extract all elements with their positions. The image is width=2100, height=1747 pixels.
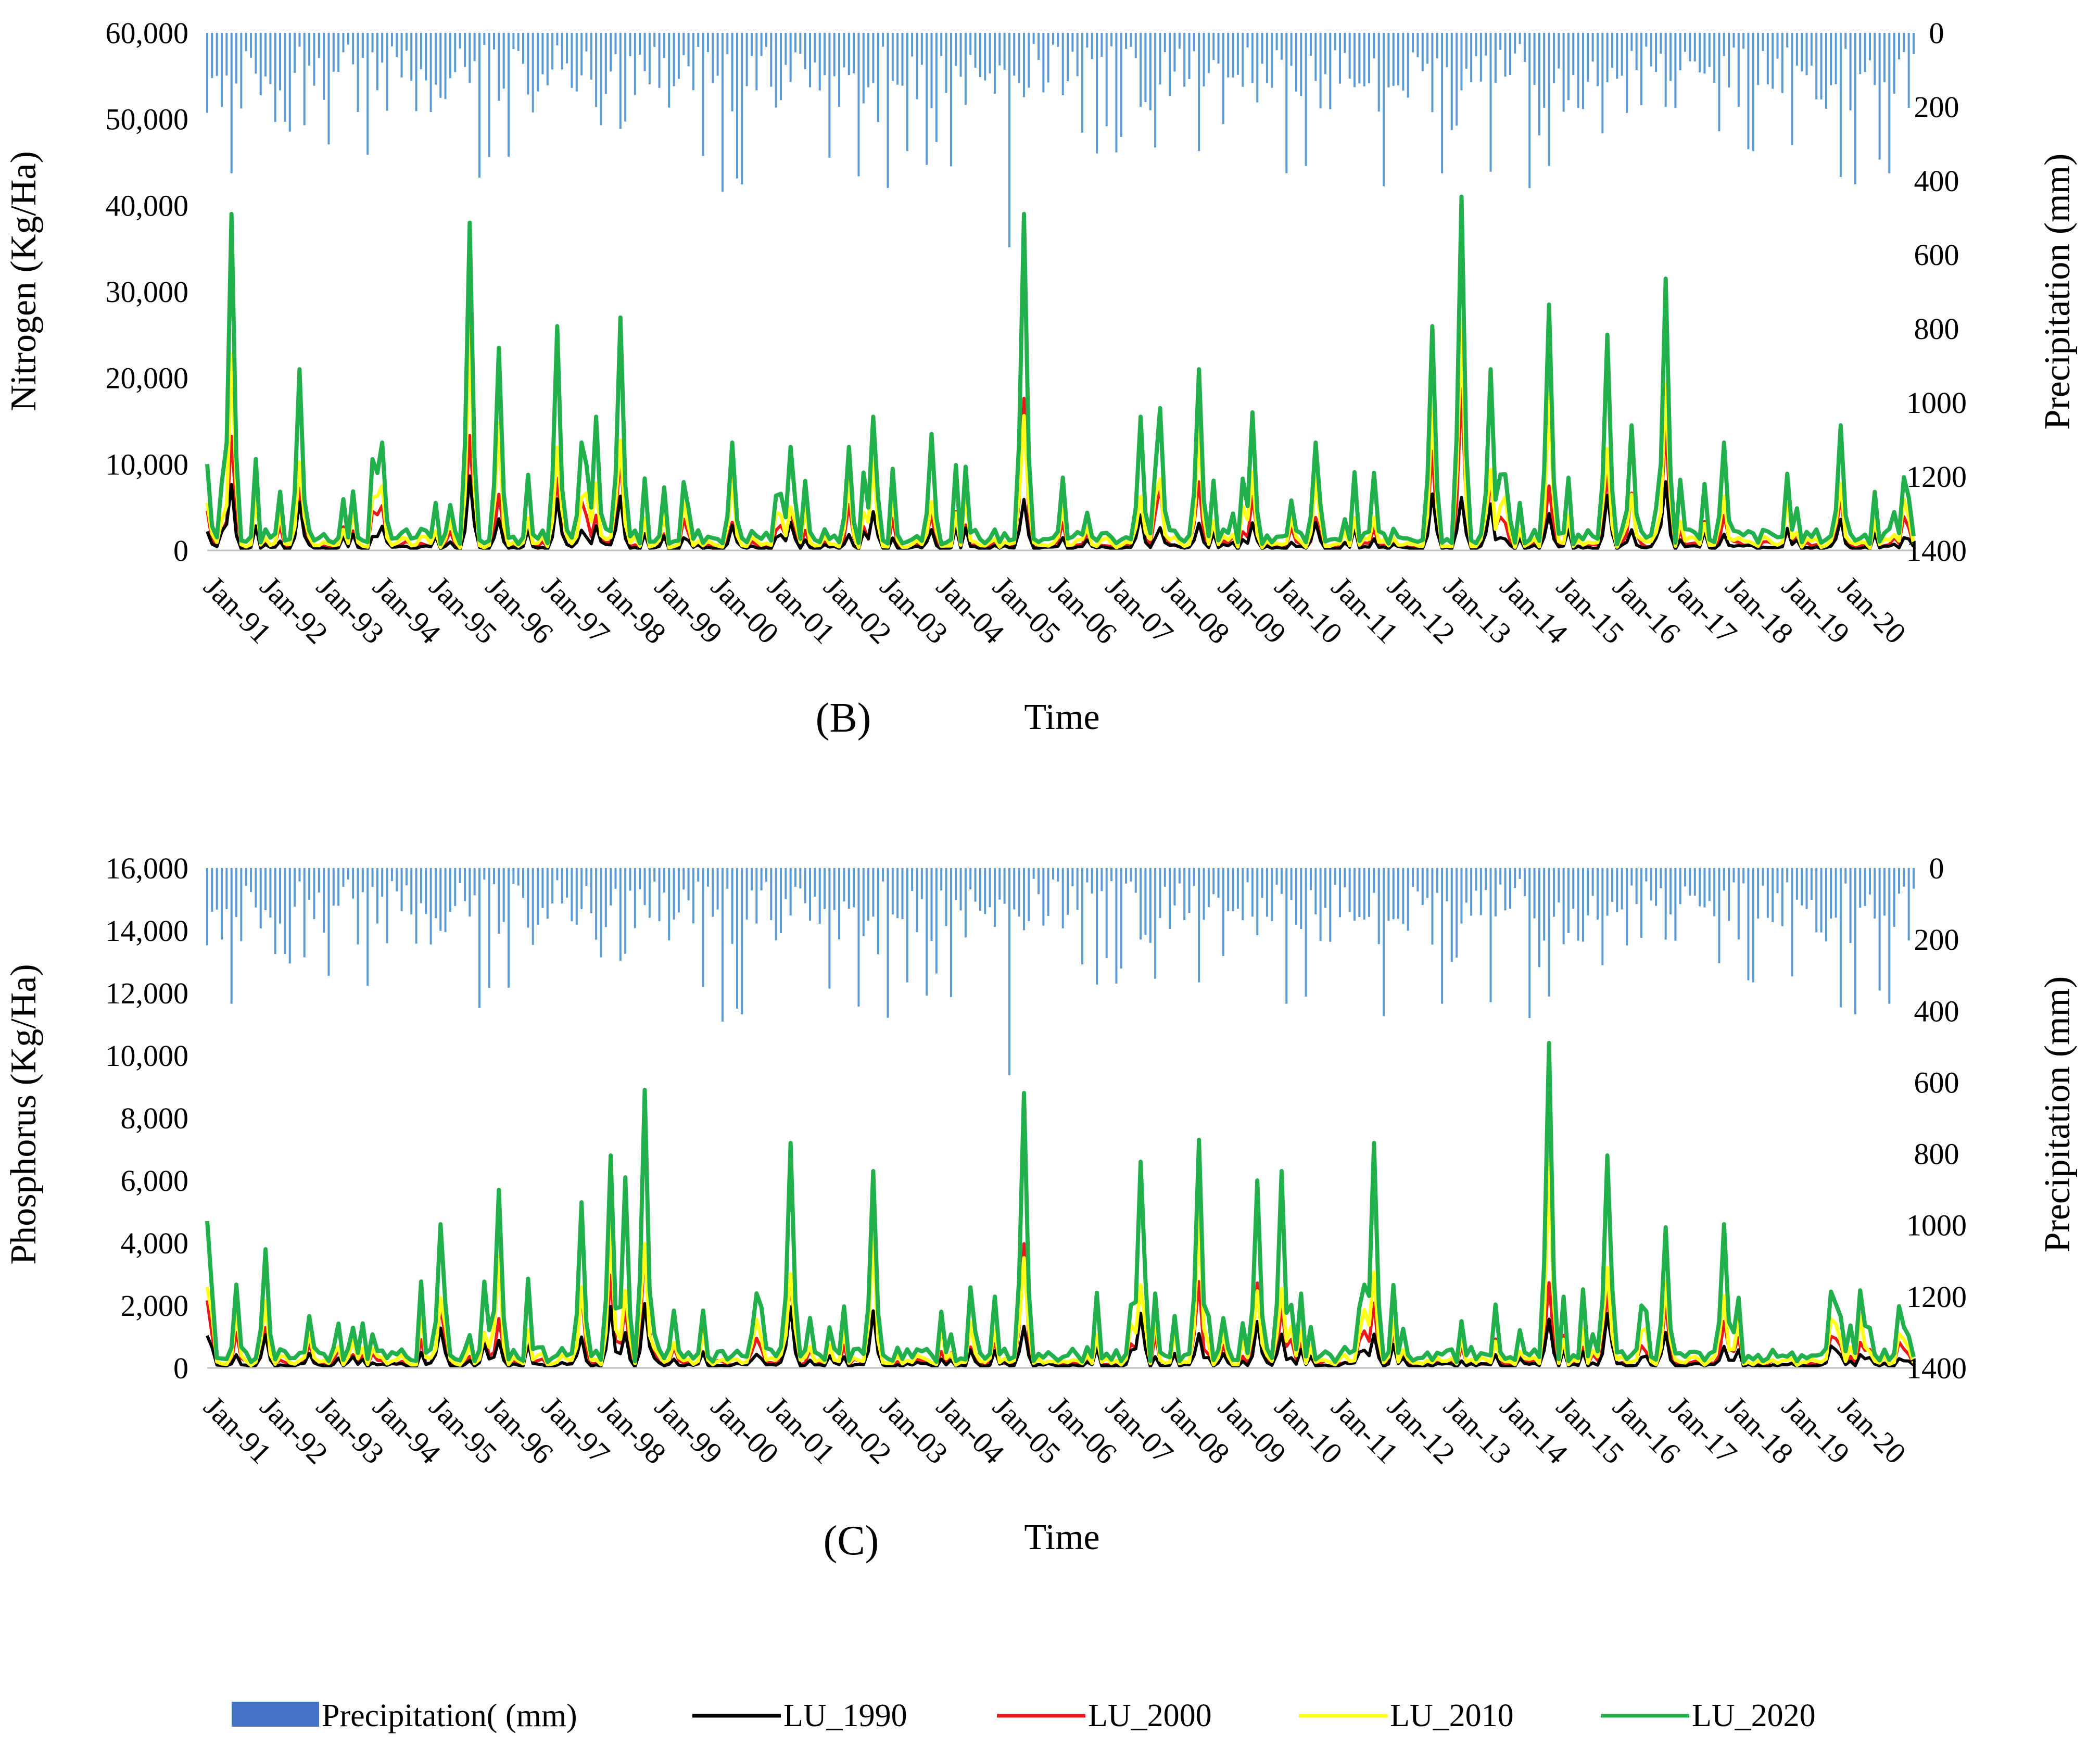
y-tick-label: 10,000 [106,1039,189,1073]
precipitation-y2-ticks-c: 0 200 400 600 800 1000 1200 1400 [1906,851,1967,1385]
y-tick-label: 10,000 [106,447,189,481]
y2-tick-label: 1400 [1906,534,1967,568]
panel-label-b: (B) [816,695,871,741]
y-tick-label: 50,000 [106,103,189,136]
precipitation-bars-b [206,33,1915,247]
y-tick-label: 0 [173,534,188,568]
legend-label-lu-2000: LU_2000 [1088,1698,1212,1733]
y-tick-label: 0 [173,1351,188,1385]
phosphorus-y-ticks: 0 2,000 4,000 6,000 8,000 10,000 12,000 14,000 1… [106,851,189,1385]
y2-tick-label: 600 [1914,1065,1959,1099]
legend-label-lu-2020: LU_2020 [1692,1698,1816,1733]
x-axis-title-c: Time [1024,1517,1099,1557]
y-tick-label: 60,000 [106,16,189,50]
y2-tick-label: 800 [1914,1137,1959,1171]
nitrogen-y-ticks: 0 10,000 20,000 30,000 40,000 50,000 60,000 [106,16,189,568]
precipitation-y2-ticks-b: 0 200 400 600 800 1000 1200 1400 [1906,16,1967,568]
y2-tick-label: 200 [1914,923,1959,957]
precipitation-y2-axis-title-c: Precipitation (mm) [2038,976,2078,1253]
legend: Precipitation( (mm) LU_1990 LU_2000 LU_2… [232,1698,1816,1733]
series-line-lu-1990 [206,1302,1915,1369]
nitrogen-y-axis-title: Nitrogen (Kg/Ha) [4,151,44,411]
x-axis-title-b: Time [1024,697,1099,737]
precipitation-bars-c [206,868,1915,1075]
phosphorus-series-lines [205,1041,1916,1369]
series-line-lu-2010 [205,1158,1916,1367]
precipitation-y2-axis-title-b: Precipitation (mm) [2038,154,2078,430]
phosphorus-chart: 0 2,000 4,000 6,000 8,000 10,000 12,000 14,000 1… [4,851,2078,1564]
legend-label-lu-2010: LU_2010 [1390,1698,1514,1733]
nitrogen-series-lines [205,194,1916,551]
series-line-lu-1990 [206,474,1915,551]
nitrogen-chart: 0 10,000 20,000 30,000 40,000 50,000 60,000 0 2… [4,16,2078,741]
y-tick-label: 8,000 [121,1101,189,1135]
y2-tick-label: 1200 [1906,460,1967,494]
y-tick-label: 14,000 [106,914,189,948]
y-tick-label: 12,000 [106,976,189,1010]
legend-label-lu-1990: LU_1990 [783,1698,907,1733]
time-x-ticks-b: Jan-91Jan-92Jan-93Jan-94Jan-95Jan-96Jan-… [197,570,1913,650]
series-line-lu-2020 [205,194,1916,546]
y-tick-label: 4,000 [121,1226,189,1260]
y-tick-label: 20,000 [106,361,189,395]
y2-tick-label: 200 [1914,90,1959,124]
y-tick-label: 6,000 [121,1164,189,1198]
y2-tick-label: 800 [1914,312,1959,346]
y-tick-label: 40,000 [106,188,189,222]
y2-tick-label: 1200 [1906,1280,1967,1314]
panel-label-c: (C) [824,1518,879,1564]
y2-tick-label: 0 [1929,16,1944,50]
y2-tick-label: 1000 [1906,1209,1967,1242]
time-x-ticks-c: Jan-91Jan-92Jan-93Jan-94Jan-95Jan-96Jan-… [197,1390,1913,1471]
y-tick-label: 30,000 [106,275,189,309]
legend-label-precipitation: Precipitation( (mm) [322,1698,577,1733]
y2-tick-label: 400 [1914,164,1959,198]
y2-tick-label: 600 [1914,238,1959,272]
phosphorus-y-axis-title: Phosphorus (Kg/Ha) [4,964,44,1264]
series-line-lu-2020 [205,1041,1916,1364]
y2-tick-label: 400 [1914,994,1959,1028]
y-tick-label: 2,000 [121,1289,189,1323]
y2-tick-label: 1000 [1906,386,1967,420]
y2-tick-label: 1400 [1906,1351,1967,1385]
y2-tick-label: 0 [1929,851,1944,885]
legend-swatch-precipitation [232,1702,319,1727]
y-tick-label: 16,000 [106,851,189,885]
